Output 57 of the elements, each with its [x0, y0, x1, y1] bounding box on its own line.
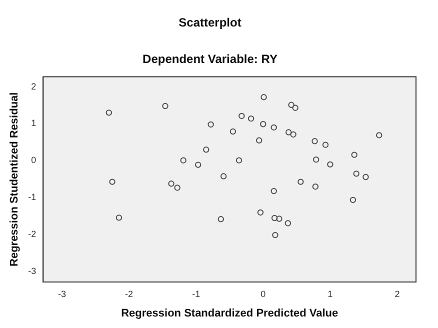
- point: [362, 174, 369, 180]
- point: [351, 152, 358, 158]
- point: [218, 216, 224, 222]
- x-tick-label: 0: [260, 288, 266, 299]
- point: [162, 102, 168, 110]
- point: [350, 196, 356, 204]
- point: [238, 112, 245, 120]
- point: [298, 178, 304, 185]
- point: [288, 102, 294, 108]
- point: [272, 232, 278, 238]
- point: [322, 142, 329, 148]
- point: [270, 124, 277, 131]
- chart-subtitle: Dependent Variable: RY: [142, 52, 278, 66]
- point: [260, 94, 267, 100]
- point: [106, 110, 112, 116]
- point: [327, 161, 334, 168]
- y-tick-label: 1: [31, 118, 36, 128]
- point: [180, 157, 186, 164]
- point: [220, 173, 227, 180]
- x-tick-label: -2: [125, 288, 134, 299]
- point: [312, 156, 320, 163]
- x-axis-title: Regression Standardized Predicted Value: [121, 307, 338, 320]
- point: [276, 216, 282, 222]
- x-tick-label: -3: [58, 288, 66, 299]
- point: [203, 146, 210, 153]
- point: [312, 138, 318, 144]
- point: [260, 121, 266, 128]
- point: [248, 115, 254, 122]
- point: [109, 178, 116, 185]
- x-tick-label: 2: [394, 288, 400, 299]
- x-tick-label: -1: [192, 288, 200, 299]
- point: [230, 128, 236, 135]
- point: [174, 184, 180, 191]
- point: [257, 209, 264, 216]
- x-tick-label: 1: [328, 288, 333, 299]
- point: [256, 137, 262, 144]
- point: [168, 180, 174, 187]
- point: [116, 214, 122, 221]
- point: [290, 131, 296, 138]
- point: [208, 121, 214, 128]
- y-tick-label: -1: [28, 192, 36, 202]
- y-tick-label: -3: [28, 266, 36, 276]
- point: [376, 132, 382, 138]
- chart-title: Scatterplot: [178, 16, 242, 30]
- point: [284, 220, 292, 226]
- point: [271, 214, 278, 222]
- y-axis-title: Regression Studentized Residual: [8, 92, 21, 266]
- point: [194, 162, 202, 168]
- point: [270, 188, 277, 194]
- point: [312, 184, 319, 190]
- point: [292, 104, 298, 111]
- y-tick-label: -2: [28, 229, 36, 240]
- y-tick-label: 0: [31, 155, 36, 166]
- point: [353, 170, 360, 177]
- y-tick-label: 2: [31, 81, 36, 92]
- point: [286, 129, 292, 136]
- point: [236, 157, 242, 164]
